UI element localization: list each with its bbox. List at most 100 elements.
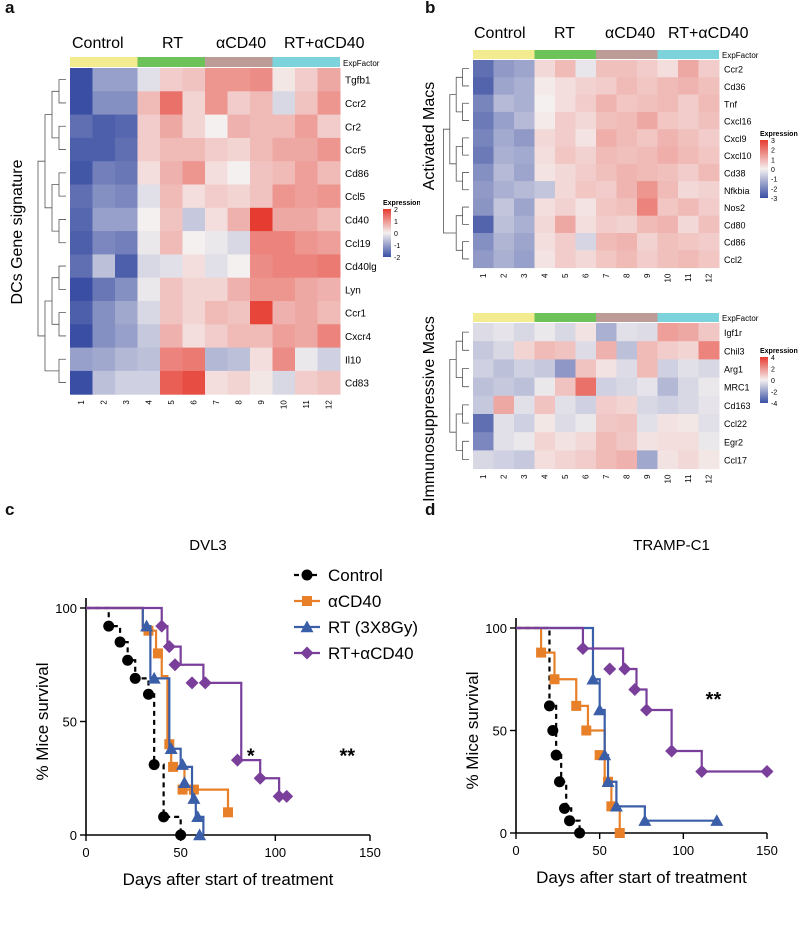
heatmap-cell xyxy=(596,359,617,379)
y-axis-label: % Mice survival xyxy=(33,662,52,780)
heatmap-cell xyxy=(616,359,638,379)
panel-label-c: c xyxy=(5,500,15,519)
heatmap-cell xyxy=(616,377,638,397)
column-label: 11 xyxy=(302,400,311,409)
heatmap-cell xyxy=(473,432,494,451)
heatmap-cell xyxy=(473,198,494,217)
heatmap-b-activated: ExpFactor Ccr2 Cd36 Tnf Cxcl16 Cxcl9 Cxcl10 Cd3… xyxy=(421,25,798,283)
heatmap-cell xyxy=(205,91,228,116)
y-tick-label: 0 xyxy=(70,828,77,843)
group-label: αCD40 xyxy=(216,35,266,52)
heatmap-cell xyxy=(514,377,535,397)
heatmap-cell xyxy=(250,370,273,395)
heatmap-cell xyxy=(250,277,273,302)
heatmap-cell xyxy=(555,233,576,251)
row-label: Nfkbia xyxy=(724,186,750,196)
heatmap-cell xyxy=(182,324,206,349)
survival-point xyxy=(152,648,163,659)
heatmap-cell xyxy=(698,377,720,397)
heatmap-cell xyxy=(493,450,515,470)
heatmap-cell xyxy=(657,250,679,269)
group-label: Control xyxy=(474,25,526,42)
survival-line-RT (3X8Gy) xyxy=(516,626,717,822)
heatmap-cell xyxy=(678,250,699,269)
dendrogram-branch xyxy=(455,340,463,378)
y-tick-label: 0 xyxy=(500,826,507,841)
heatmap-cell xyxy=(596,233,617,251)
heatmap-cell xyxy=(616,60,638,78)
x-tick-label: 150 xyxy=(359,845,381,860)
heatmap-cell xyxy=(115,114,138,139)
dendrogram-branch xyxy=(462,102,469,121)
survival-point xyxy=(162,640,176,654)
heatmap-cell xyxy=(657,111,679,130)
survival-point xyxy=(177,784,188,795)
survival-point xyxy=(191,810,205,823)
heatmap-cell xyxy=(575,60,597,78)
heatmap-cell xyxy=(493,129,515,147)
heatmap-cell xyxy=(205,161,228,185)
x-tick-label: 0 xyxy=(512,843,519,858)
survival-point xyxy=(638,814,652,826)
column-label: 1 xyxy=(479,474,488,479)
x-tick-label: 0 xyxy=(82,845,89,860)
heatmap-cell xyxy=(205,254,228,279)
heatmap-cell xyxy=(637,198,658,217)
expression-tick: -1 xyxy=(771,177,777,184)
heatmap-cell xyxy=(160,347,183,372)
heatmap-cell xyxy=(596,414,617,433)
column-label: 4 xyxy=(541,474,550,479)
heatmap-cell xyxy=(698,198,720,217)
heatmap-cell xyxy=(182,301,206,325)
heatmap-cell xyxy=(555,163,576,182)
column-label: 9 xyxy=(643,273,652,278)
heatmap-cell xyxy=(317,137,341,162)
heatmap-cell xyxy=(555,250,576,269)
heatmap-cell xyxy=(473,181,494,199)
survival-point xyxy=(187,792,201,804)
heatmap-cell xyxy=(137,324,161,349)
row-label: Cd40 xyxy=(345,215,369,226)
heatmap-cell xyxy=(637,377,658,397)
heatmap-cell xyxy=(698,129,720,147)
legend-marker xyxy=(300,620,314,633)
survival-point xyxy=(176,758,190,770)
heatmap-cell xyxy=(115,277,138,302)
expression-tick: -3 xyxy=(771,196,777,203)
heatmap-cell xyxy=(698,450,720,470)
heatmap-cell xyxy=(637,341,658,360)
dendrogram-branch xyxy=(58,125,66,150)
heatmap-cell xyxy=(555,323,576,342)
heatmap-cell xyxy=(250,161,273,185)
heatmap-cell xyxy=(596,60,617,78)
heatmap-cell xyxy=(678,233,699,251)
chart-title: TRAMP-C1 xyxy=(633,537,710,554)
heatmap-cell xyxy=(317,254,341,279)
heatmap-cell xyxy=(70,254,93,279)
heatmap-cell xyxy=(295,161,318,185)
survival-point xyxy=(710,814,724,826)
heatmap-cell xyxy=(272,137,296,162)
heatmap-cell xyxy=(514,414,535,433)
heatmap-ylabel: DCs Gene signature xyxy=(9,159,26,304)
heatmap-cell xyxy=(678,450,699,470)
heatmap-cell xyxy=(473,77,494,96)
survival-point xyxy=(272,789,286,803)
survival-chart-dvl3: DVL3 0 50 100 150 0 50 100 Days after start of t… xyxy=(33,537,381,889)
heatmap-cell xyxy=(227,254,251,279)
survival-point xyxy=(695,765,709,778)
expfactor-label: ExpFactor xyxy=(343,59,380,68)
heatmap-cell xyxy=(137,68,161,92)
heatmap-cell xyxy=(92,91,116,116)
column-label: 6 xyxy=(582,273,591,278)
heatmap-cell xyxy=(70,68,93,92)
column-label: 2 xyxy=(500,474,509,479)
heatmap-cell xyxy=(657,215,679,234)
heatmap-cell xyxy=(115,137,138,162)
heatmap-cell xyxy=(575,414,597,433)
heatmap-cell xyxy=(534,163,556,182)
expression-tick: 2 xyxy=(771,367,775,374)
y-tick-label: 50 xyxy=(63,715,77,730)
heatmap-cell xyxy=(160,370,183,395)
heatmap-cell xyxy=(596,323,617,342)
